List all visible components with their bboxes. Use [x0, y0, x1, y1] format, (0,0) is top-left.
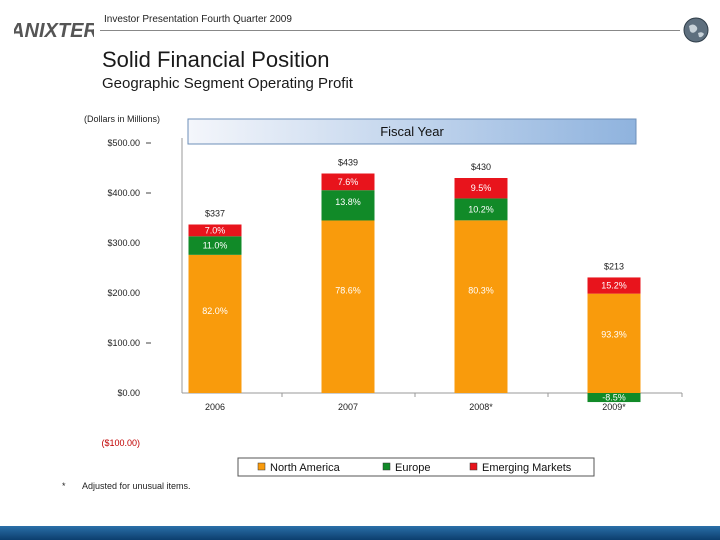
bar-segment-emerging-markets [188, 224, 242, 237]
legend-swatch-north-america [257, 462, 266, 471]
bar-total-label: $213 [604, 261, 624, 271]
bar-total-label: $337 [205, 209, 225, 219]
legend-box [237, 457, 595, 477]
bar-segment-emerging-markets [587, 277, 641, 294]
y-tick-label: $0.00 [117, 388, 140, 398]
segment-label: 9.5% [471, 183, 492, 193]
bar-segment-europe [454, 198, 508, 221]
y-tick-label: $200.00 [107, 288, 140, 298]
legend-label-north-america: North America [270, 462, 341, 474]
units-label: (Dollars in Millions) [84, 114, 160, 124]
segment-label: 80.3% [468, 285, 494, 295]
x-tick-label: 2006 [205, 402, 225, 412]
segment-label: 7.6% [338, 177, 359, 187]
bar-segment-europe [321, 190, 375, 221]
legend-swatch-europe [382, 462, 391, 471]
presentation-header: Investor Presentation Fourth Quarter 200… [104, 14, 292, 25]
y-tick-label: $300.00 [107, 238, 140, 248]
svg-text:ANIXTER: ANIXTER [14, 20, 94, 42]
bar-segment-north-america [454, 220, 508, 393]
legend-swatch-emerging-markets [469, 462, 478, 471]
legend-label-emerging-markets: Emerging Markets [482, 462, 572, 474]
bar-total-label: $430 [471, 162, 491, 172]
x-tick-label: 2007 [338, 402, 358, 412]
y-tick-label: $100.00 [107, 338, 140, 348]
y-tick-label: ($100.00) [101, 438, 140, 448]
bar-segment-europe [188, 236, 242, 255]
segment-label: 11.0% [203, 241, 228, 251]
segment-label: 93.3% [601, 329, 627, 339]
globe-icon [683, 17, 709, 43]
segment-label: 78.6% [335, 285, 361, 295]
segment-label: 7.0% [205, 225, 226, 235]
segment-label: 10.2% [468, 204, 494, 214]
bottom-bar [0, 526, 720, 540]
header-divider [100, 30, 680, 31]
bar-segment-north-america [321, 220, 375, 393]
bar-segment-north-america [587, 293, 641, 393]
anixter-logo: ANIXTER [14, 14, 94, 44]
y-tick-label: $400.00 [107, 188, 140, 198]
bar-segment-emerging-markets [454, 178, 508, 199]
y-tick-label: $500.00 [107, 138, 140, 148]
segment-label: 82.0% [202, 306, 228, 316]
fiscal-year-banner-label: Fiscal Year [380, 124, 444, 139]
bar-segment-emerging-markets [321, 173, 375, 191]
bar-total-label: $439 [338, 158, 358, 168]
segment-label: 13.8% [335, 197, 361, 207]
x-tick-label: 2009* [602, 402, 626, 412]
x-tick-label: 2008* [469, 402, 493, 412]
legend-label-europe: Europe [395, 462, 430, 474]
page-title: Solid Financial Position [102, 47, 330, 72]
segment-label: -8.5% [602, 393, 626, 403]
fiscal-year-banner [187, 118, 637, 145]
bar-segment-north-america [188, 254, 242, 393]
segment-label: 15.2% [601, 281, 627, 291]
footnote-text: Adjusted for unusual items. [82, 481, 191, 491]
bar-segment-europe [587, 393, 641, 403]
page-subtitle: Geographic Segment Operating Profit [102, 75, 353, 92]
footnote-bullet: * [62, 481, 66, 491]
